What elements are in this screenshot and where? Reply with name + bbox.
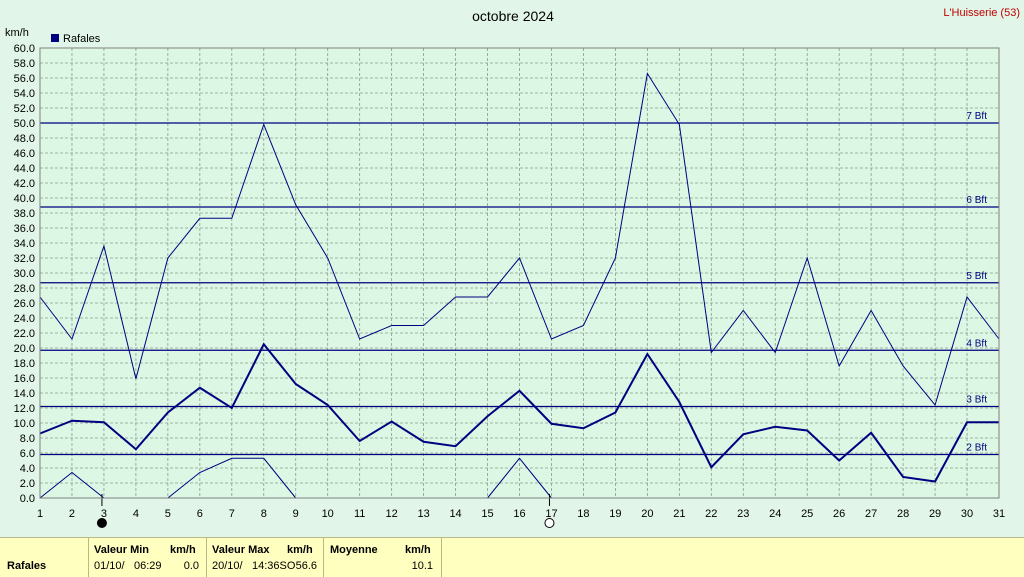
- legend-swatch: [51, 34, 59, 42]
- max-time: 14:36SO: [252, 560, 296, 572]
- y-tick-label: 2.0: [20, 478, 35, 490]
- x-tick-label: 24: [769, 508, 781, 520]
- series-line-max: [39, 72, 1000, 407]
- x-tick-label: 7: [229, 508, 235, 520]
- x-tick-label: 16: [513, 508, 525, 520]
- footer-row-label: Rafales: [7, 560, 47, 572]
- beaufort-label: 6 Bft: [966, 195, 987, 206]
- x-tick-label: 30: [961, 508, 973, 520]
- series-line-rafales: [39, 342, 999, 483]
- beaufort-label: 5 Bft: [966, 271, 987, 282]
- min-label: Valeur Min: [94, 544, 150, 556]
- max-value: 56.6: [295, 560, 317, 572]
- new-moon-icon: [96, 518, 107, 528]
- y-axis-unit: km/h: [5, 27, 29, 39]
- x-tick-label: 19: [609, 508, 621, 520]
- full-moon-icon: [544, 518, 555, 528]
- x-tick-label: 29: [929, 508, 941, 520]
- min-date: 01/10/: [94, 560, 125, 572]
- y-tick-label: 6.0: [20, 448, 35, 460]
- y-tick-label: 52.0: [14, 103, 35, 115]
- y-tick-label: 30.0: [14, 268, 35, 280]
- x-tick-label: 22: [705, 508, 717, 520]
- y-tick-label: 42.0: [14, 178, 35, 190]
- x-tick-label: 5: [165, 508, 171, 520]
- y-tick-label: 60.0: [14, 43, 35, 55]
- avg-value: 10.1: [411, 560, 433, 572]
- legend-label: Rafales: [63, 33, 101, 45]
- x-tick-label: 27: [865, 508, 877, 520]
- x-tick-label: 10: [322, 508, 334, 520]
- y-tick-label: 20.0: [14, 343, 35, 355]
- y-tick-label: 12.0: [14, 403, 35, 415]
- y-tick-label: 48.0: [14, 133, 35, 145]
- y-tick-label: 46.0: [14, 148, 35, 160]
- min-value: 0.0: [183, 560, 199, 572]
- y-tick-label: 32.0: [14, 253, 35, 265]
- x-tick-label: 14: [449, 508, 461, 520]
- x-tick-label: 31: [993, 508, 1005, 520]
- footer-cell-min: Valeur Min km/h 01/10/ 06:29 0.0: [89, 538, 207, 577]
- wind-chart: octobre 2024 L'Huisserie (53) km/h Rafal…: [5, 7, 1020, 528]
- x-tick-label: 12: [386, 508, 398, 520]
- y-tick-label: 40.0: [14, 193, 35, 205]
- avg-unit: km/h: [405, 544, 431, 556]
- summary-footer: Rafales Valeur Min km/h 01/10/ 06:29 0.0…: [0, 537, 1024, 577]
- station-name: L'Huisserie (53): [943, 7, 1020, 19]
- y-tick-label: 54.0: [14, 88, 35, 100]
- min-time: 06:29: [134, 560, 162, 572]
- y-tick-label: 44.0: [14, 163, 35, 175]
- chart-title: octobre 2024: [472, 8, 554, 24]
- beaufort-label: 3 Bft: [966, 395, 987, 406]
- y-tick-label: 36.0: [14, 223, 35, 235]
- y-tick-label: 10.0: [14, 418, 35, 430]
- y-tick-label: 8.0: [20, 433, 35, 445]
- x-tick-label: 15: [481, 508, 493, 520]
- max-label: Valeur Max: [212, 544, 270, 556]
- y-tick-label: 22.0: [14, 328, 35, 340]
- y-tick-label: 16.0: [14, 373, 35, 385]
- y-tick-label: 18.0: [14, 358, 35, 370]
- x-tick-label: 23: [737, 508, 749, 520]
- x-tick-label: 11: [354, 508, 365, 520]
- x-tick-label: 2: [69, 508, 75, 520]
- y-tick-label: 58.0: [14, 58, 35, 70]
- y-tick-label: 4.0: [20, 463, 35, 475]
- x-tick-label: 8: [261, 508, 267, 520]
- series-line-min: [39, 457, 552, 499]
- x-tick-label: 1: [37, 508, 43, 520]
- max-date: 20/10/: [212, 560, 243, 572]
- x-tick-label: 25: [801, 508, 813, 520]
- x-tick-label: 20: [641, 508, 653, 520]
- y-tick-label: 34.0: [14, 238, 35, 250]
- x-tick-label: 13: [417, 508, 429, 520]
- y-tick-label: 14.0: [14, 388, 35, 400]
- x-tick-label: 3: [101, 508, 107, 520]
- y-tick-label: 38.0: [14, 208, 35, 220]
- beaufort-label: 7 Bft: [966, 111, 987, 122]
- plot-frame: [39, 47, 1000, 499]
- x-tick-label: 17: [545, 508, 557, 520]
- y-tick-label: 24.0: [14, 313, 35, 325]
- y-tick-label: 26.0: [14, 298, 35, 310]
- x-tick-label: 9: [293, 508, 299, 520]
- x-tick-label: 28: [897, 508, 909, 520]
- max-unit: km/h: [287, 544, 313, 556]
- y-tick-label: 28.0: [14, 283, 35, 295]
- x-tick-label: 4: [133, 508, 139, 520]
- footer-cell-max: Valeur Max km/h 20/10/ 14:36SO 56.6: [207, 538, 324, 577]
- y-tick-label: 56.0: [14, 73, 35, 85]
- footer-cell-avg: Moyenne km/h 10.1: [324, 538, 442, 577]
- beaufort-label: 2 Bft: [966, 443, 987, 454]
- x-tick-label: 18: [577, 508, 589, 520]
- x-tick-label: 26: [833, 508, 845, 520]
- y-tick-label: 50.0: [14, 118, 35, 130]
- beaufort-label: 4 Bft: [966, 338, 987, 349]
- x-tick-label: 21: [673, 508, 685, 520]
- x-tick-label: 6: [197, 508, 203, 520]
- min-unit: km/h: [170, 544, 196, 556]
- footer-cell-label: Rafales: [0, 538, 89, 577]
- y-tick-label: 0.0: [20, 493, 35, 505]
- avg-label: Moyenne: [330, 544, 378, 556]
